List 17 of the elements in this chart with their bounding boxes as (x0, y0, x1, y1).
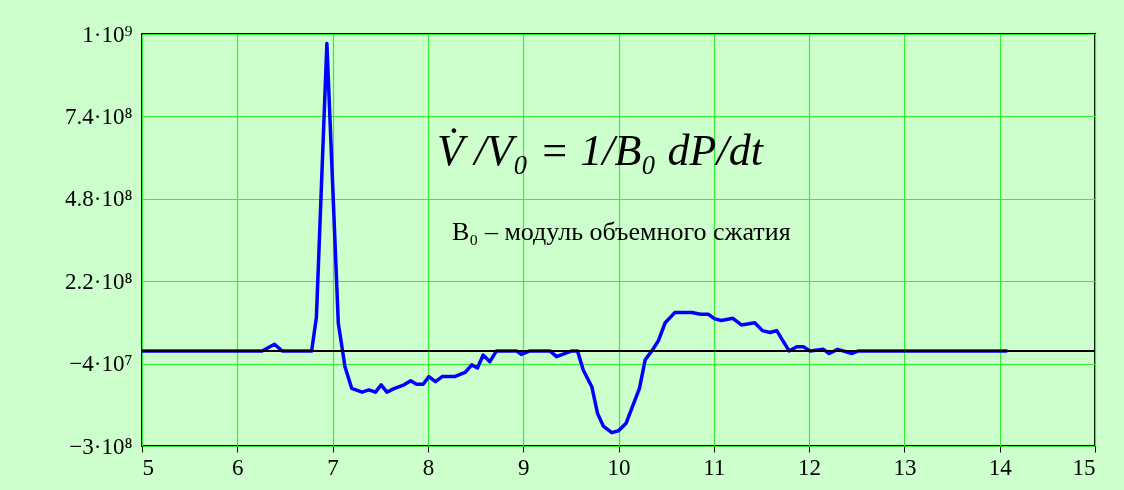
x-tick-label: 12 (798, 454, 822, 480)
x-tick-label: 7 (327, 454, 339, 480)
x-tick-label: 5 (142, 454, 154, 480)
x-tick-label: 10 (607, 454, 631, 480)
y-tick-label: −3·10⁸ (69, 433, 133, 459)
x-tick-label: 6 (232, 454, 244, 480)
x-tick-label: 14 (988, 454, 1013, 480)
x-tick-label: 15 (1072, 454, 1096, 480)
y-tick-label: 4.8·10⁸ (65, 186, 133, 212)
x-tick-label: 9 (517, 454, 530, 480)
x-tick-label: 13 (893, 454, 917, 480)
y-tick-label: 1·10⁹ (82, 21, 133, 47)
x-tick-label: 8 (422, 454, 435, 480)
y-tick-label: 2.2·10⁸ (65, 268, 133, 294)
x-tick-label: 11 (703, 454, 726, 480)
y-tick-label: −4·10⁷ (69, 351, 133, 377)
y-tick-label: 7.4·10⁸ (65, 103, 133, 129)
